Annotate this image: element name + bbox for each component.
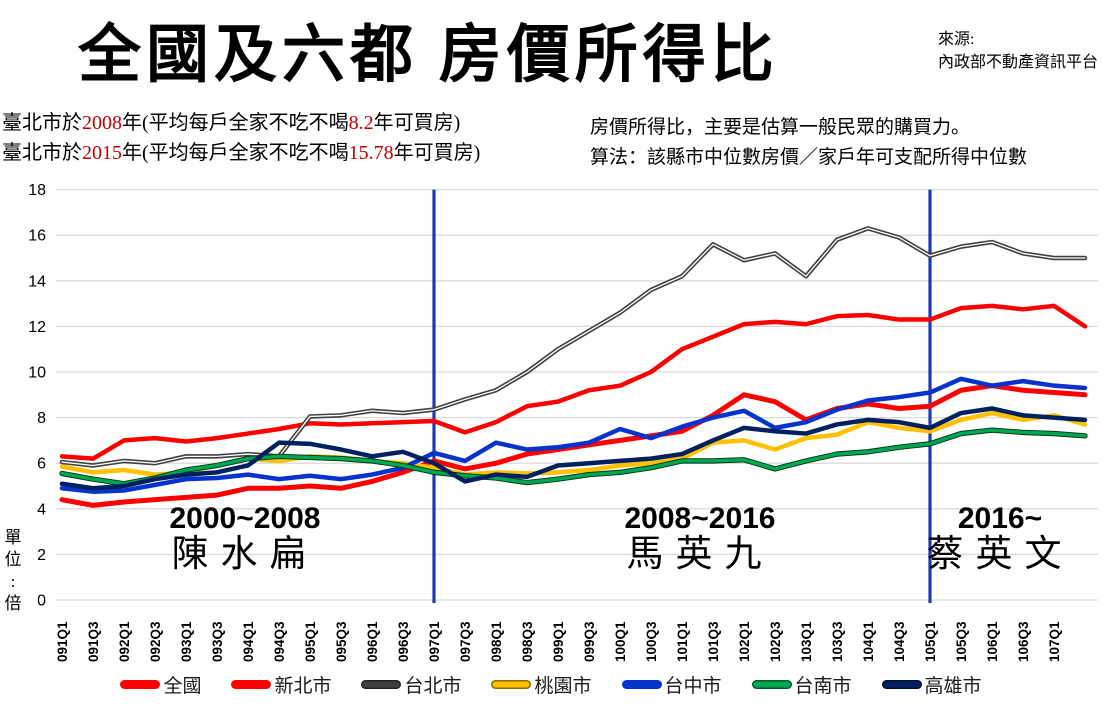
legend-swatch-高雄市 xyxy=(881,680,922,689)
legend-item-台北市: 台北市 xyxy=(361,671,461,698)
y-tick-label-8: 8 xyxy=(37,410,46,427)
x-tick-label-091Q3: 091Q3 xyxy=(86,621,101,662)
annotation-value-15-78: 15.78 xyxy=(348,142,394,164)
x-tick-label-101Q3: 101Q3 xyxy=(706,621,721,662)
x-tick-label-091Q1: 091Q1 xyxy=(55,621,70,662)
annotation-year-2015: 2015 xyxy=(82,142,122,164)
period-range-2016: 2016~ xyxy=(957,502,1043,535)
legend-item-全國: 全國 xyxy=(120,671,201,698)
series-line-高雄市 xyxy=(59,406,1088,491)
source-label: 來源: xyxy=(938,31,975,48)
series-inner-台北市 xyxy=(61,227,1086,467)
period-range-2008-2016: 2008~2016 xyxy=(624,502,776,535)
period-tsai: 2016~ 蔡英文 xyxy=(905,504,1095,577)
period-chen: 2000~2008 陳水扁 xyxy=(120,504,370,577)
annotation-taipei-2015: 臺北市於2015年(平均每戶全家不吃不喝15.78年可買房) xyxy=(2,142,481,164)
formula-note: 算法：該縣市中位數房價／家戶年可支配所得中位數 xyxy=(590,147,1028,168)
president-ma-ying-jeou: 馬英九 xyxy=(626,534,774,575)
series-line-全國 xyxy=(59,383,1088,508)
series-line-台中市 xyxy=(59,376,1088,494)
legend-item-台中市: 台中市 xyxy=(621,671,722,698)
legend-label-全國: 全國 xyxy=(163,676,202,697)
x-tick-label-105Q3: 105Q3 xyxy=(954,621,969,662)
legend-swatch-台南市 xyxy=(751,680,792,689)
x-tick-label-106Q3: 106Q3 xyxy=(1016,621,1031,662)
x-tick-label-099Q1: 099Q1 xyxy=(551,621,566,662)
x-tick-label-094Q3: 094Q3 xyxy=(272,621,287,662)
legend-swatch-台北市 xyxy=(361,680,402,689)
x-tick-label-100Q1: 100Q1 xyxy=(613,621,628,662)
chart-legend: 全國 新北市 台北市 桃園市 台中市 台南市 高雄市 xyxy=(0,671,1102,698)
x-tick-label-105Q1: 105Q1 xyxy=(923,621,938,662)
source-name: 內政部不動產資訊平台 xyxy=(938,54,1099,72)
legend-label-台北市: 台北市 xyxy=(404,676,462,697)
x-tick-label-097Q3: 097Q3 xyxy=(458,621,473,662)
legend-label-高雄市: 高雄市 xyxy=(924,676,982,697)
x-tick-label-093Q1: 093Q1 xyxy=(179,621,194,662)
period-range-2000-2008: 2000~2008 xyxy=(169,502,321,535)
x-tick-label-098Q3: 098Q3 xyxy=(520,621,535,662)
page-title: 全國及六都 房價所得比 xyxy=(78,20,779,90)
x-tick-label-095Q1: 095Q1 xyxy=(303,621,318,662)
x-tick-label-095Q3: 095Q3 xyxy=(334,621,349,662)
president-chen-shui-bian: 陳水扁 xyxy=(171,534,319,575)
y-tick-label-12: 12 xyxy=(28,319,46,336)
x-tick-label-092Q1: 092Q1 xyxy=(117,621,132,662)
y-axis-unit-label: 單 位 : 倍 xyxy=(4,528,22,614)
y-tick-label-14: 14 xyxy=(28,273,46,290)
x-tick-label-101Q1: 101Q1 xyxy=(675,621,690,662)
legend-swatch-台中市 xyxy=(621,680,662,689)
x-tick-label-098Q1: 098Q1 xyxy=(489,621,504,662)
legend-label-新北市: 新北市 xyxy=(274,676,332,697)
legend-item-新北市: 新北市 xyxy=(231,671,331,698)
legend-label-台中市: 台中市 xyxy=(664,676,722,697)
x-tick-label-104Q1: 104Q1 xyxy=(861,621,876,662)
y-tick-label-4: 4 xyxy=(37,501,46,518)
x-tick-label-102Q3: 102Q3 xyxy=(768,621,783,662)
series-line-新北市 xyxy=(59,303,1088,461)
x-tick-label-106Q1: 106Q1 xyxy=(985,621,1000,662)
legend-swatch-新北市 xyxy=(231,680,272,689)
legend-label-台南市: 台南市 xyxy=(794,676,852,697)
x-tick-label-092Q3: 092Q3 xyxy=(148,621,163,662)
y-tick-label-6: 6 xyxy=(37,456,46,473)
x-tick-label-094Q1: 094Q1 xyxy=(241,621,256,662)
legend-item-台南市: 台南市 xyxy=(751,671,852,698)
y-tick-label-18: 18 xyxy=(28,182,46,199)
legend-item-桃園市: 桃園市 xyxy=(491,671,592,698)
y-tick-label-16: 16 xyxy=(28,228,46,245)
legend-label-桃園市: 桃園市 xyxy=(534,676,592,697)
annotation-taipei-2008: 臺北市於2008年(平均每戶全家不吃不喝8.2年可買房) xyxy=(2,112,461,134)
x-tick-label-103Q3: 103Q3 xyxy=(830,621,845,662)
series-line-台南市 xyxy=(60,428,1087,486)
y-tick-label-0: 0 xyxy=(37,593,46,610)
annotation-value-8-2: 8.2 xyxy=(348,112,374,134)
y-tick-label-2: 2 xyxy=(37,547,46,564)
annotation-year-2008: 2008 xyxy=(82,112,122,134)
x-tick-label-099Q3: 099Q3 xyxy=(582,621,597,662)
x-tick-label-093Q3: 093Q3 xyxy=(210,621,225,662)
definition-note: 房價所得比，主要是估算一般民眾的購買力。 xyxy=(590,117,971,138)
x-tick-label-107Q1: 107Q1 xyxy=(1047,621,1062,662)
x-tick-label-100Q3: 100Q3 xyxy=(644,621,659,662)
x-tick-label-097Q1: 097Q1 xyxy=(427,621,442,662)
x-tick-label-104Q3: 104Q3 xyxy=(892,621,907,662)
source-note: 來源: 內政部不動產資訊平台 xyxy=(938,28,1100,74)
y-tick-label-10: 10 xyxy=(28,365,46,382)
x-tick-label-096Q3: 096Q3 xyxy=(396,621,411,662)
x-tick-label-096Q1: 096Q1 xyxy=(365,621,380,662)
legend-swatch-全國 xyxy=(120,680,161,689)
president-tsai-ing-wen: 蔡英文 xyxy=(926,534,1074,575)
x-tick-label-102Q1: 102Q1 xyxy=(737,621,752,662)
legend-swatch-桃園市 xyxy=(491,680,532,689)
legend-item-高雄市: 高雄市 xyxy=(881,671,982,698)
x-tick-label-103Q1: 103Q1 xyxy=(799,621,814,662)
period-ma: 2008~2016 馬英九 xyxy=(575,504,825,577)
